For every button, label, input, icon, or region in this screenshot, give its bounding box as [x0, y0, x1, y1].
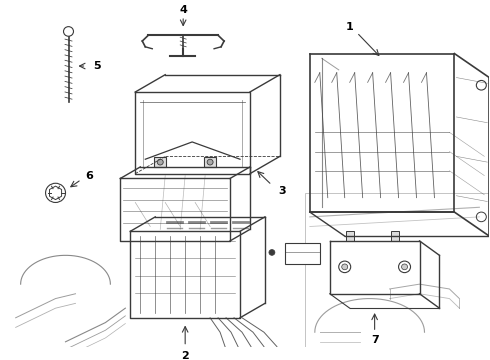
- Circle shape: [342, 264, 348, 270]
- Circle shape: [157, 159, 163, 165]
- Text: 7: 7: [371, 335, 378, 345]
- Circle shape: [398, 261, 411, 273]
- Bar: [285, 243, 320, 264]
- Text: 1: 1: [346, 22, 354, 32]
- Bar: [346, 231, 354, 241]
- Text: 3: 3: [278, 186, 286, 196]
- Circle shape: [401, 264, 408, 270]
- Text: 2: 2: [181, 351, 189, 360]
- Circle shape: [64, 27, 74, 36]
- Circle shape: [476, 212, 486, 222]
- Bar: [154, 157, 166, 167]
- Bar: [204, 157, 216, 167]
- Text: 4: 4: [179, 5, 187, 15]
- Bar: [391, 231, 398, 241]
- Circle shape: [476, 80, 486, 90]
- Circle shape: [339, 261, 351, 273]
- Circle shape: [207, 159, 213, 165]
- Text: 5: 5: [94, 61, 101, 71]
- Circle shape: [269, 249, 275, 255]
- Circle shape: [46, 183, 66, 202]
- Text: 6: 6: [85, 171, 93, 181]
